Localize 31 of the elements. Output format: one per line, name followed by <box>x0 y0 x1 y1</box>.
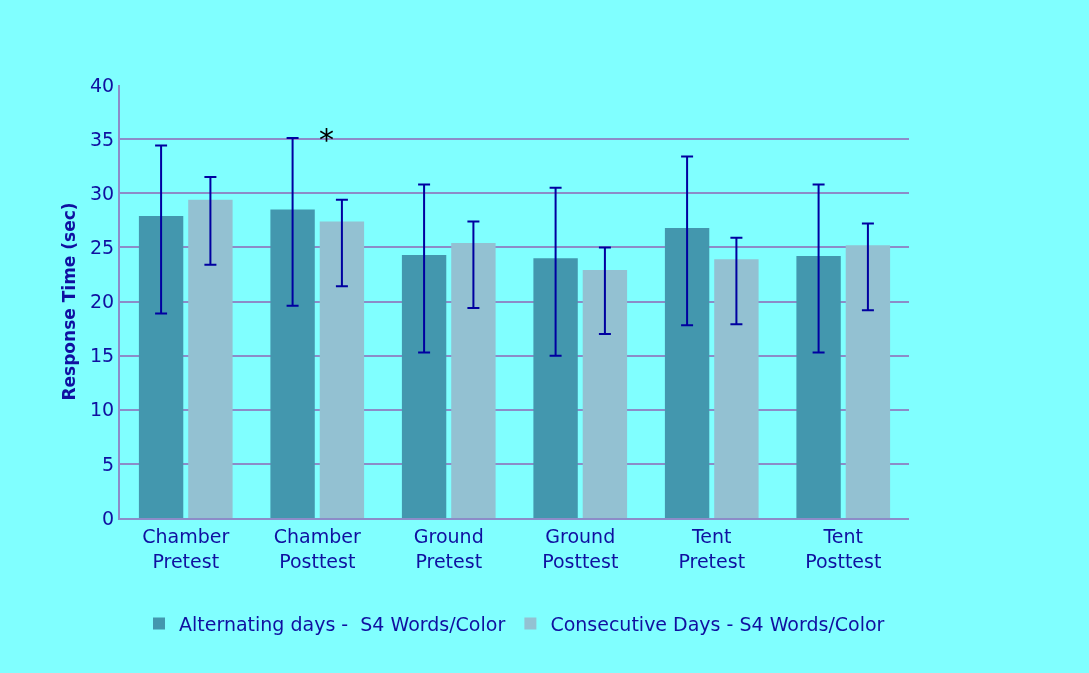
y-axis-title: Response Time (sec) <box>59 202 79 401</box>
bar <box>451 243 496 518</box>
legend-label: Alternating days - S4 Words/Color <box>179 612 506 635</box>
y-tick-label: 40 <box>90 73 115 96</box>
bar <box>714 259 759 518</box>
x-tick-label: Ground Posttest <box>542 524 619 572</box>
y-tick-label: 0 <box>102 506 115 529</box>
y-tick-label: 10 <box>90 398 115 421</box>
x-tick-label: Chamber Pretest <box>142 524 230 572</box>
x-tick-label: Tent Pretest <box>678 524 746 572</box>
y-tick-label: 30 <box>90 181 115 204</box>
bar <box>845 245 891 518</box>
bar <box>401 254 447 518</box>
bar <box>582 270 628 518</box>
annotation: * <box>319 122 334 157</box>
y-tick-label: 35 <box>90 127 115 150</box>
bar <box>533 258 578 518</box>
bar <box>270 209 315 518</box>
y-tick-label: 20 <box>90 290 115 313</box>
y-tick-label: 5 <box>102 452 115 475</box>
bar <box>664 227 710 518</box>
bar <box>138 215 184 518</box>
bar <box>796 256 841 518</box>
bar <box>188 199 233 518</box>
y-tick-label: 15 <box>90 344 115 367</box>
bar <box>319 221 365 518</box>
x-tick-label: Tent Posttest <box>805 524 882 572</box>
x-tick-label: Chamber Posttest <box>273 524 361 572</box>
y-tick-label: 25 <box>90 236 115 259</box>
x-tick-label: Ground Pretest <box>413 524 484 572</box>
legend-label: Consecutive Days - S4 Words/Color <box>550 612 885 635</box>
